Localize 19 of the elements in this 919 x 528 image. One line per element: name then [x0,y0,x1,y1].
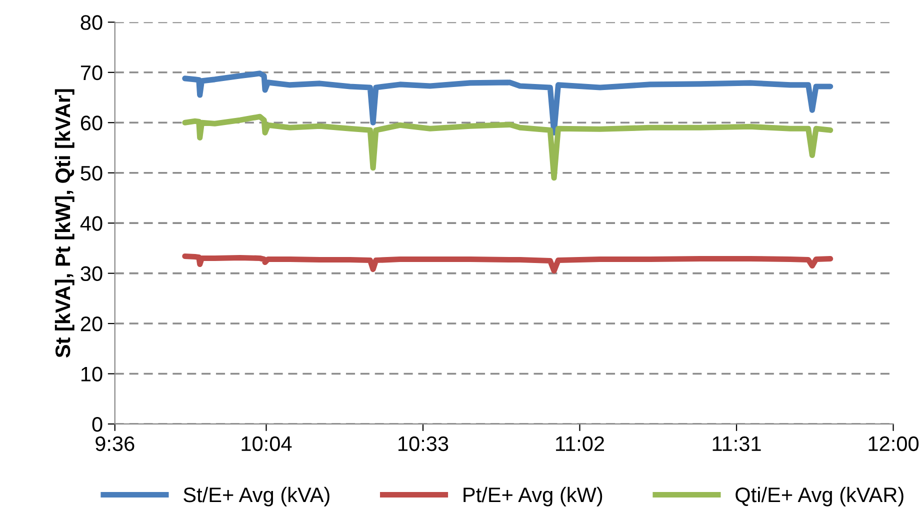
x-tick-label: 10:33 [398,436,448,452]
y-tick-label: 60 [80,116,102,130]
legend-label: Pt/E+ Avg (kW) [464,486,602,506]
y-tick-label: 50 [80,166,102,181]
x-tick-label: 11:02 [556,436,604,452]
legend-label: St/E+ Avg (kVA) [184,486,330,506]
y-tick-label: 30 [80,266,102,282]
y-tick-label: 40 [80,216,102,231]
y-tick-label: 20 [80,316,102,332]
legend-label: Qti/E+ Avg (kVAR) [736,486,904,506]
x-tick-label: 10:04 [242,436,292,452]
y-tick-label: 80 [80,15,102,30]
x-tick-label: 9:36 [96,436,134,452]
y-axis-title: St [kVA], Pt [kW], Qti [kVAr] [54,89,74,358]
y-tick-label: 10 [81,366,102,382]
x-tick-label: 12:00 [868,436,919,452]
y-tick-label: 0 [92,416,102,432]
y-tick-label: 70 [80,65,102,80]
x-tick-label: 11:31 [712,436,761,452]
